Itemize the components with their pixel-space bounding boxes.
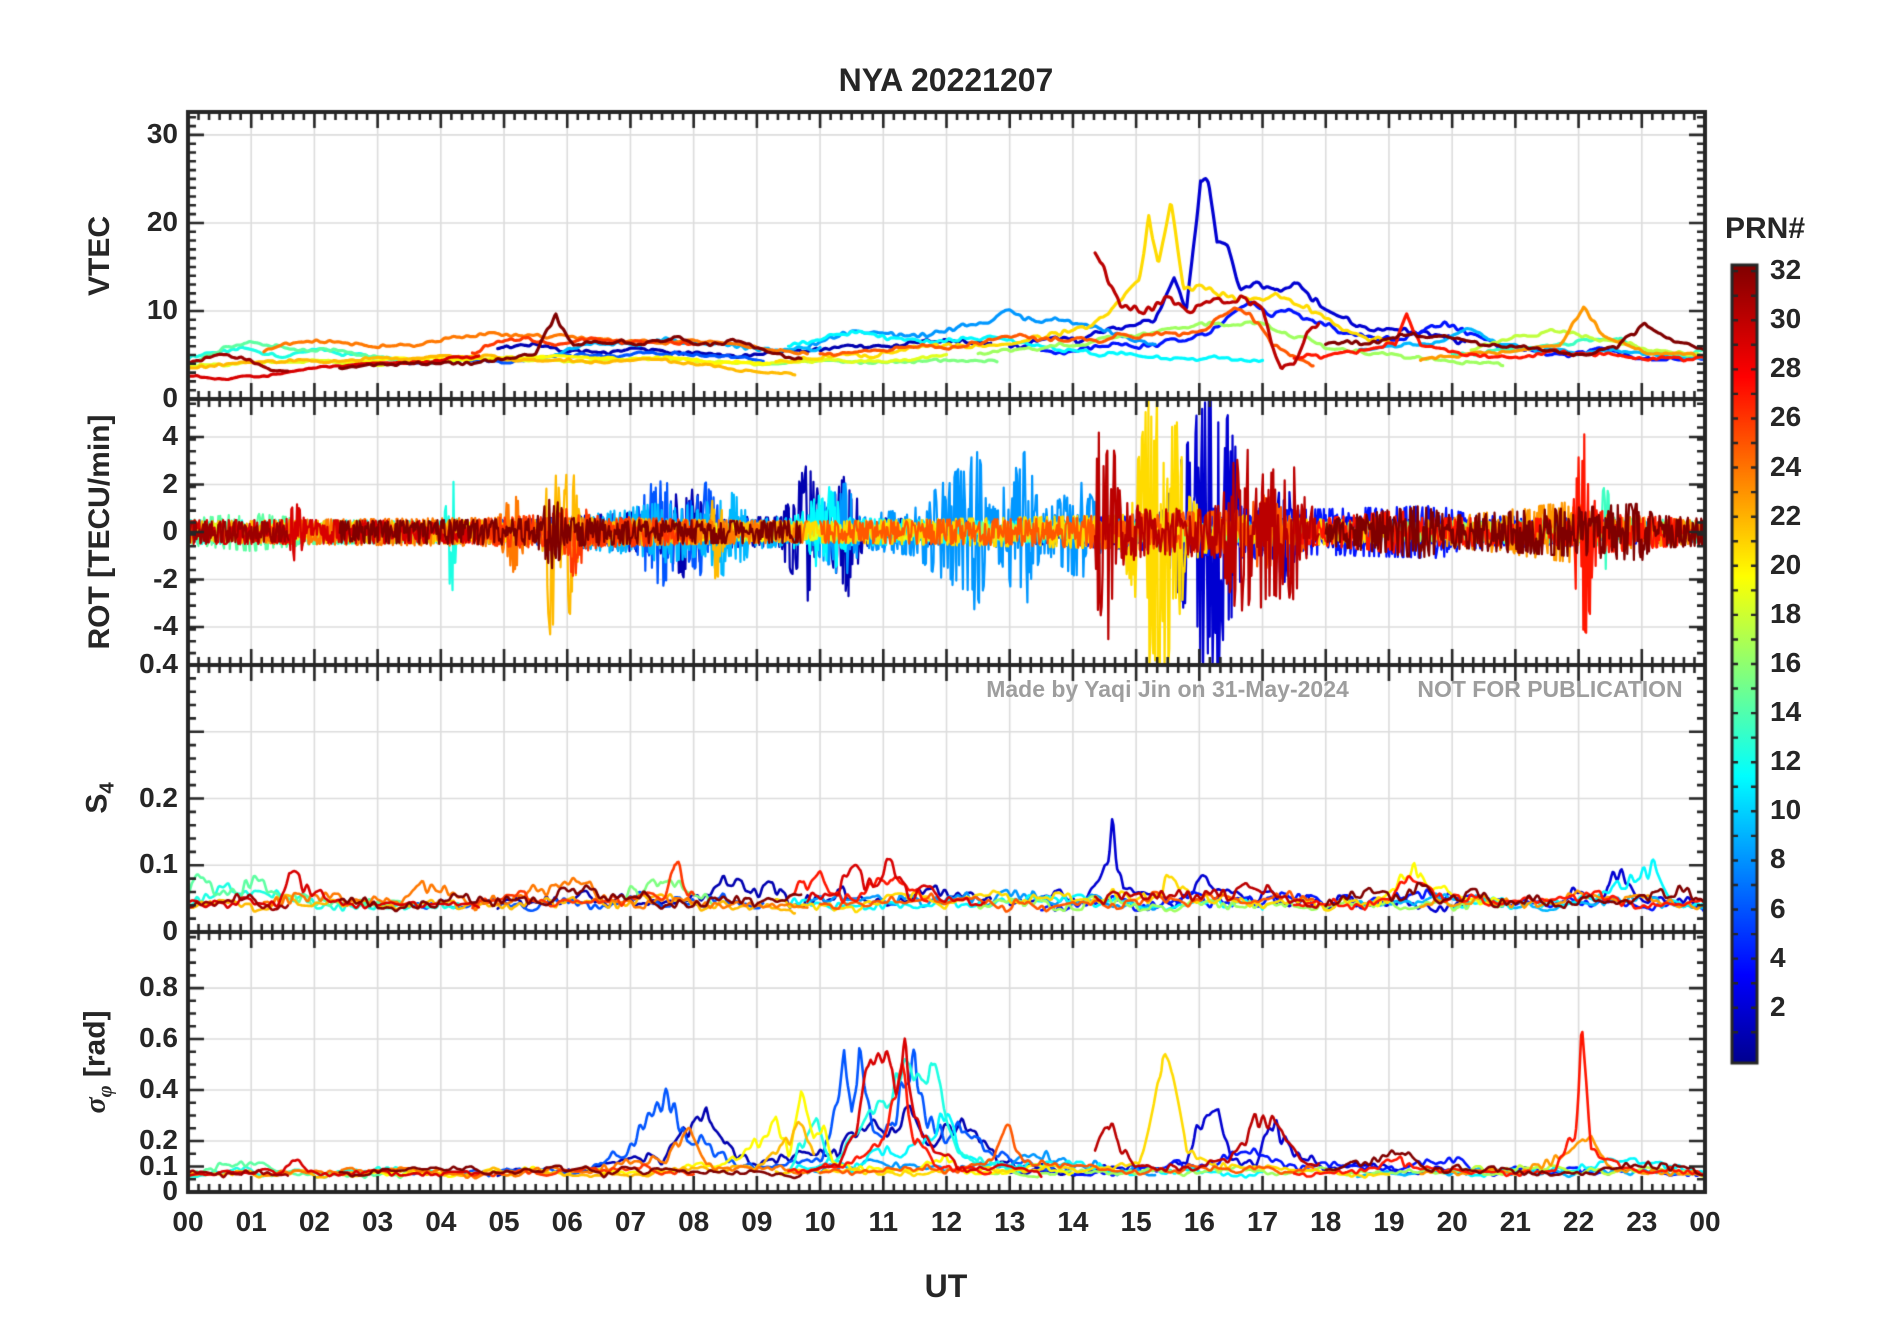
x-tick-label: 01 bbox=[235, 1206, 267, 1237]
colorbar-tick-label: 10 bbox=[1770, 794, 1802, 826]
y-tick-label: 2 bbox=[162, 467, 178, 499]
y-tick-label: 0.1 bbox=[139, 848, 178, 880]
colorbar-tick-label: 20 bbox=[1770, 548, 1802, 580]
y-tick-label: 0 bbox=[162, 915, 178, 946]
x-tick-label: 02 bbox=[298, 1206, 330, 1237]
x-tick-label: 09 bbox=[741, 1206, 773, 1237]
colorbar-tick-label: 28 bbox=[1770, 352, 1802, 384]
y-tick-label: 0.4 bbox=[139, 648, 178, 679]
x-tick-label: 00 bbox=[1689, 1206, 1721, 1237]
colorbar-tick-label: 24 bbox=[1770, 450, 1802, 482]
x-tick-label: 14 bbox=[1057, 1206, 1089, 1237]
x-tick-label: 06 bbox=[551, 1206, 583, 1237]
y-tick-label: 10 bbox=[146, 293, 178, 325]
colorbar-tick-label: 18 bbox=[1770, 597, 1802, 629]
x-tick-label: 05 bbox=[488, 1206, 520, 1237]
x-tick-label: 19 bbox=[1373, 1206, 1405, 1237]
x-tick-label: 10 bbox=[804, 1206, 836, 1237]
page-title: NYA 20221207 bbox=[838, 62, 1054, 98]
x-tick-label: 17 bbox=[1246, 1206, 1279, 1237]
colorbar-tick-label: 6 bbox=[1770, 892, 1786, 924]
x-tick-label: 13 bbox=[994, 1206, 1026, 1237]
watermark-notice: NOT FOR PUBLICATION bbox=[1417, 676, 1683, 702]
x-tick-label: 04 bbox=[425, 1206, 457, 1237]
y-tick-label: 0.2 bbox=[139, 1124, 178, 1156]
x-tick-label: 21 bbox=[1499, 1206, 1531, 1237]
y-tick-label: -2 bbox=[153, 562, 178, 594]
colorbar-tick-label: 32 bbox=[1770, 254, 1802, 286]
y-tick-label: 0.2 bbox=[139, 781, 178, 813]
x-tick-label: 12 bbox=[930, 1206, 963, 1237]
x-tick-label: 11 bbox=[868, 1206, 899, 1237]
x-tick-label: 23 bbox=[1626, 1206, 1658, 1237]
y-tick-label: 20 bbox=[146, 205, 178, 237]
y-tick-label: 0.4 bbox=[139, 1073, 178, 1105]
colorbar-tick-label: 16 bbox=[1770, 647, 1802, 678]
x-tick-label: 08 bbox=[678, 1206, 710, 1237]
colorbar-tick-label: 8 bbox=[1770, 843, 1786, 875]
colorbar-tick-label: 22 bbox=[1770, 499, 1802, 531]
y-tick-label: 30 bbox=[146, 117, 178, 149]
x-tick-label: 03 bbox=[362, 1206, 394, 1237]
colorbar-tick-label: 26 bbox=[1770, 401, 1802, 433]
y-tick-label: 0 bbox=[162, 515, 178, 546]
colorbar-tick-label: 4 bbox=[1770, 941, 1786, 973]
x-tick-label: 20 bbox=[1436, 1206, 1468, 1237]
colorbar-tick-label: 14 bbox=[1770, 696, 1802, 728]
y-tick-label: 0.8 bbox=[139, 971, 178, 1003]
y-tick-label: 0.6 bbox=[139, 1022, 178, 1054]
x-tick-label: 16 bbox=[1183, 1206, 1215, 1237]
y-tick-label: 0 bbox=[162, 382, 178, 413]
x-axis-label: UT bbox=[924, 1268, 968, 1304]
x-tick-label: 18 bbox=[1310, 1206, 1342, 1237]
y-tick-label: 0 bbox=[162, 1175, 178, 1206]
colorbar-tick-label: 2 bbox=[1770, 990, 1786, 1022]
y-tick-label: -4 bbox=[153, 610, 178, 641]
x-tick-label: 00 bbox=[172, 1206, 204, 1237]
colorbar-tick-label: 12 bbox=[1770, 745, 1802, 777]
x-tick-label: 07 bbox=[614, 1206, 647, 1237]
x-tick-label: 22 bbox=[1563, 1206, 1595, 1237]
y-tick-label: 0.1 bbox=[139, 1149, 178, 1181]
colorbar-title: PRN# bbox=[1725, 212, 1806, 245]
x-tick-label: 15 bbox=[1120, 1206, 1152, 1237]
y-tick-label: 4 bbox=[162, 420, 178, 451]
watermark-credit: Made by Yaqi Jin on 31-May-2024 bbox=[986, 676, 1349, 702]
colorbar-tick-label: 30 bbox=[1770, 303, 1802, 335]
